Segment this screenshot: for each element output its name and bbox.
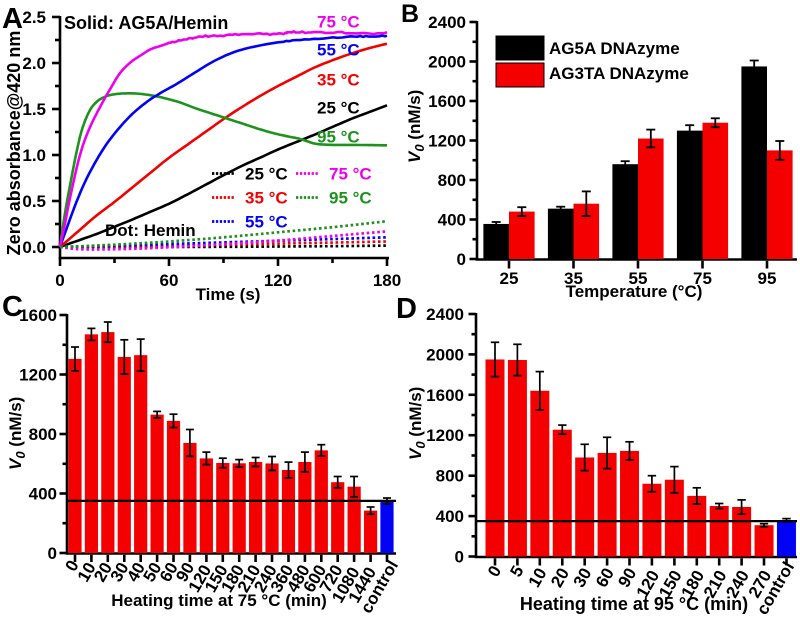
svg-text:1.0: 1.0 bbox=[22, 146, 46, 165]
svg-text:2400: 2400 bbox=[428, 13, 466, 32]
svg-text:25 °C: 25 °C bbox=[317, 99, 360, 118]
svg-text:2000: 2000 bbox=[426, 345, 464, 364]
svg-text:C: C bbox=[2, 291, 23, 323]
svg-text:55: 55 bbox=[629, 269, 648, 288]
svg-text:V0 (nM/s): V0 (nM/s) bbox=[406, 387, 428, 460]
svg-text:400: 400 bbox=[29, 485, 57, 504]
svg-text:75 °C: 75 °C bbox=[317, 13, 360, 32]
svg-text:95 °C: 95 °C bbox=[329, 189, 372, 208]
svg-text:35 °C: 35 °C bbox=[245, 189, 288, 208]
svg-text:0: 0 bbox=[48, 544, 57, 563]
svg-text:Time (s): Time (s) bbox=[196, 285, 261, 304]
svg-text:Zero absorbance@420 nm: Zero absorbance@420 nm bbox=[4, 31, 24, 256]
svg-text:Dot: Hemin: Dot: Hemin bbox=[105, 221, 196, 240]
svg-text:800: 800 bbox=[29, 425, 57, 444]
svg-text:1200: 1200 bbox=[428, 132, 466, 151]
svg-text:800: 800 bbox=[436, 467, 464, 486]
svg-text:V0 (nM/s): V0 (nM/s) bbox=[6, 397, 28, 470]
svg-text:25 °C: 25 °C bbox=[245, 165, 288, 184]
svg-text:AG5A DNAzyme: AG5A DNAzyme bbox=[549, 39, 680, 58]
svg-text:Solid: AG5A/Hemin: Solid: AG5A/Hemin bbox=[64, 13, 228, 33]
svg-text:Heating time at 95 °C (min): Heating time at 95 °C (min) bbox=[520, 594, 748, 614]
svg-text:B: B bbox=[401, 0, 419, 28]
svg-text:V0 (nM/s): V0 (nM/s) bbox=[405, 90, 427, 163]
svg-text:1.5: 1.5 bbox=[22, 100, 46, 119]
svg-text:2400: 2400 bbox=[426, 305, 464, 324]
svg-text:1200: 1200 bbox=[426, 426, 464, 445]
svg-text:2.5: 2.5 bbox=[22, 8, 46, 27]
svg-text:0.5: 0.5 bbox=[22, 192, 46, 211]
svg-text:0.0: 0.0 bbox=[22, 238, 46, 257]
svg-text:95 °C: 95 °C bbox=[317, 128, 360, 147]
svg-text:2.0: 2.0 bbox=[22, 54, 46, 73]
svg-text:180: 180 bbox=[373, 271, 401, 290]
svg-text:A: A bbox=[2, 3, 23, 35]
svg-text:Temperature (°C): Temperature (°C) bbox=[566, 282, 703, 301]
svg-text:AG3TA DNAzyme: AG3TA DNAzyme bbox=[549, 64, 689, 83]
svg-text:25: 25 bbox=[500, 269, 519, 288]
svg-text:Heating time at 75 °C (min): Heating time at 75 °C (min) bbox=[111, 591, 327, 610]
svg-text:D: D bbox=[396, 293, 417, 325]
svg-text:0: 0 bbox=[455, 548, 464, 567]
svg-text:95: 95 bbox=[758, 269, 777, 288]
svg-text:1600: 1600 bbox=[428, 92, 466, 111]
svg-text:1600: 1600 bbox=[19, 306, 57, 325]
svg-text:55 °C: 55 °C bbox=[317, 41, 360, 60]
svg-text:400: 400 bbox=[436, 507, 464, 526]
svg-text:800: 800 bbox=[438, 171, 466, 190]
svg-text:1600: 1600 bbox=[426, 386, 464, 405]
svg-text:35 °C: 35 °C bbox=[317, 71, 360, 90]
svg-text:60: 60 bbox=[160, 271, 179, 290]
svg-text:2000: 2000 bbox=[428, 53, 466, 72]
svg-text:1200: 1200 bbox=[19, 366, 57, 385]
svg-text:55 °C: 55 °C bbox=[245, 213, 288, 232]
svg-text:75 °C: 75 °C bbox=[329, 165, 372, 184]
svg-text:400: 400 bbox=[438, 211, 466, 230]
svg-text:35: 35 bbox=[564, 269, 583, 288]
svg-text:0: 0 bbox=[457, 250, 466, 269]
svg-text:75: 75 bbox=[693, 269, 712, 288]
svg-text:0: 0 bbox=[55, 271, 64, 290]
svg-text:120: 120 bbox=[264, 271, 292, 290]
